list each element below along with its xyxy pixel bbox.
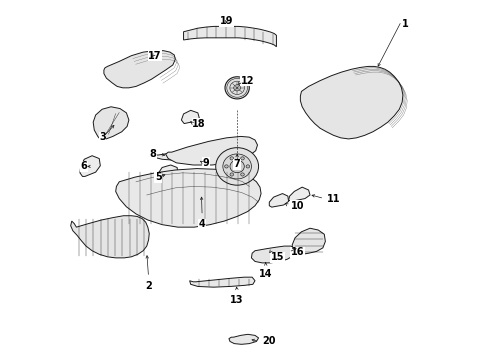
Text: 19: 19 [220, 17, 233, 26]
Polygon shape [251, 246, 295, 263]
Text: 2: 2 [145, 281, 152, 291]
Text: 8: 8 [149, 149, 156, 159]
Ellipse shape [246, 165, 249, 168]
Polygon shape [289, 187, 310, 202]
Polygon shape [184, 26, 276, 47]
Text: 10: 10 [291, 201, 304, 211]
Polygon shape [156, 152, 189, 160]
Text: 18: 18 [192, 118, 206, 129]
Ellipse shape [225, 77, 249, 99]
Polygon shape [181, 111, 199, 123]
Polygon shape [80, 156, 100, 176]
Text: 5: 5 [155, 172, 162, 182]
Text: 14: 14 [259, 269, 272, 279]
Polygon shape [229, 334, 259, 344]
Polygon shape [300, 66, 403, 139]
Ellipse shape [223, 154, 251, 179]
Polygon shape [93, 107, 129, 141]
Polygon shape [71, 216, 149, 258]
Ellipse shape [216, 148, 259, 185]
Polygon shape [191, 152, 220, 164]
Polygon shape [104, 51, 175, 88]
Text: 4: 4 [199, 219, 205, 229]
Text: 3: 3 [99, 132, 106, 142]
Text: 20: 20 [262, 337, 276, 346]
Text: 11: 11 [326, 194, 340, 203]
Ellipse shape [241, 173, 245, 176]
Text: 9: 9 [203, 158, 210, 168]
Polygon shape [270, 194, 289, 207]
Text: 6: 6 [80, 161, 87, 171]
Ellipse shape [230, 173, 234, 176]
Text: 17: 17 [148, 51, 162, 61]
Text: 7: 7 [234, 159, 241, 169]
Polygon shape [292, 228, 325, 255]
Ellipse shape [230, 160, 245, 173]
Text: 16: 16 [291, 247, 304, 257]
Polygon shape [190, 277, 255, 287]
Ellipse shape [230, 157, 234, 160]
Polygon shape [159, 165, 178, 178]
Polygon shape [116, 168, 261, 227]
Polygon shape [166, 136, 258, 165]
Text: 13: 13 [230, 295, 244, 305]
Text: 1: 1 [402, 18, 409, 28]
Ellipse shape [224, 165, 228, 168]
Ellipse shape [241, 157, 245, 160]
Text: 12: 12 [241, 76, 254, 86]
Text: 15: 15 [270, 252, 284, 262]
